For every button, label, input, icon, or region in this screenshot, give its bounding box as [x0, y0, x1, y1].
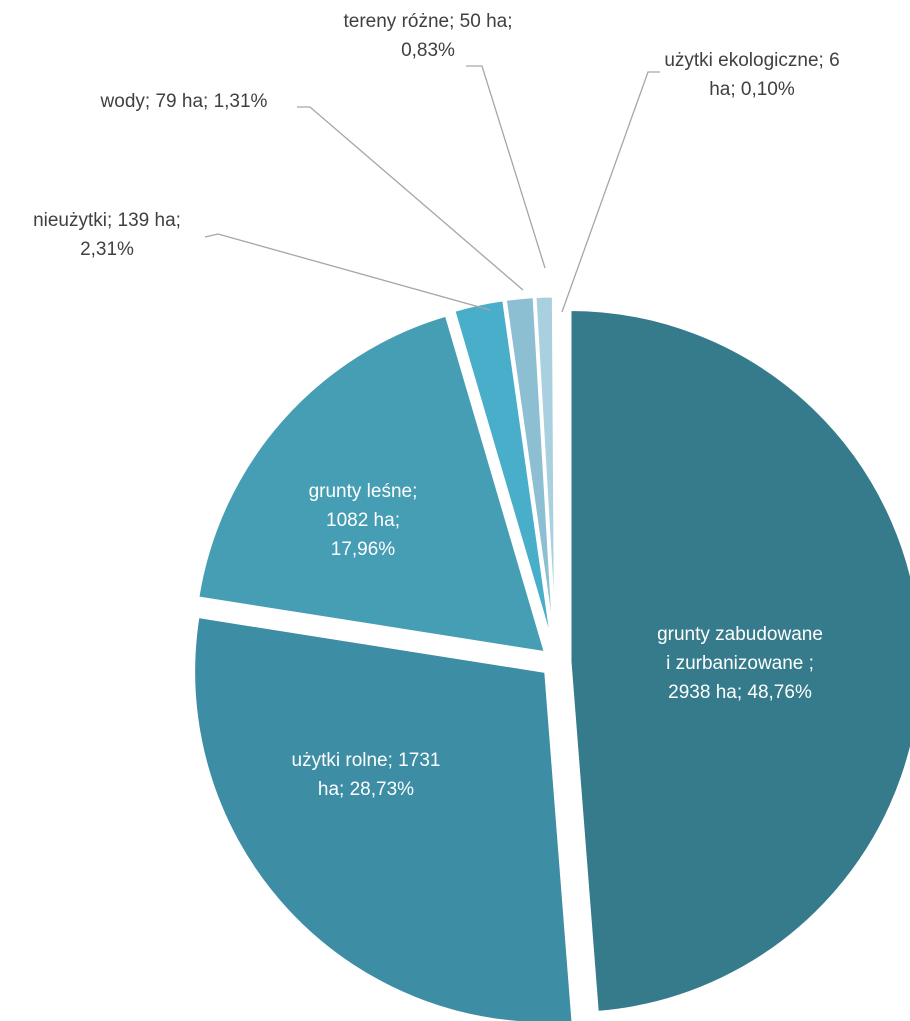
- slice-label-5: tereny różne; 50 ha; 0,83%: [344, 11, 513, 61]
- pie-slice-2: [196, 313, 548, 655]
- leader-line-4: [297, 106, 524, 291]
- slice-label-line: ha; 28,73%: [318, 779, 414, 800]
- slice-label-line: grunty leśne;: [309, 481, 418, 502]
- slice-label-line: 17,96%: [331, 539, 396, 560]
- slice-label-line: i zurbanizowane ;: [666, 653, 814, 674]
- slice-label-0: grunty zabudowane i zurbanizowane ; 2938 h…: [657, 624, 823, 703]
- slice-label-line: nieużytki; 139 ha;: [33, 210, 181, 231]
- slices-layer: [192, 294, 910, 1021]
- leader-line-5: [466, 65, 546, 269]
- pie-slice-1: [192, 614, 575, 1021]
- pie-slice-6: [552, 294, 558, 649]
- slice-label-line: wody; 79 ha; 1,31%: [100, 91, 268, 112]
- labels-layer: grunty zabudowane i zurbanizowane ; 2938 h…: [33, 11, 840, 800]
- slice-label-line: 2938 ha; 48,76%: [668, 682, 812, 703]
- leader-line-6: [561, 71, 660, 313]
- pie-slice-3: [451, 298, 555, 649]
- slice-label-4: wody; 79 ha; 1,31%: [100, 91, 268, 112]
- leader-line-3: [204, 233, 491, 311]
- slice-label-line: użytki ekologiczne; 6: [664, 50, 839, 71]
- slice-label-2: grunty leśne; 1082 ha; 17,96%: [309, 481, 418, 560]
- slice-label-line: grunty zabudowane: [657, 624, 823, 645]
- slice-label-line: tereny różne; 50 ha;: [344, 11, 513, 32]
- slice-label-line: 1082 ha;: [326, 510, 400, 531]
- slice-label-3: nieużytki; 139 ha; 2,31%: [33, 210, 181, 260]
- slice-label-1: użytki rolne; 1731 ha; 28,73%: [292, 750, 441, 800]
- slice-label-line: 2,31%: [80, 239, 134, 260]
- slice-label-line: użytki rolne; 1731: [292, 750, 441, 771]
- pie-slice-0: [568, 307, 910, 1015]
- slice-label-6: użytki ekologiczne; 6 ha; 0,10%: [664, 50, 839, 100]
- leaders-layer: [204, 65, 660, 313]
- slice-label-line: ha; 0,10%: [709, 79, 795, 100]
- slice-label-line: 0,83%: [401, 40, 455, 61]
